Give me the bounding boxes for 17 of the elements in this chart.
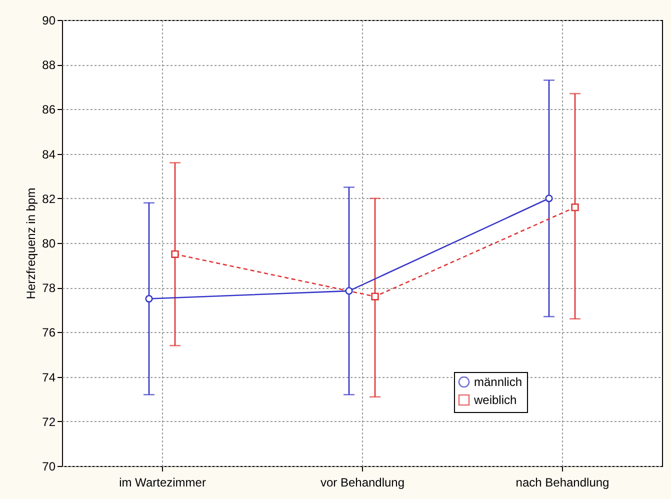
y-tick-label: 88	[42, 58, 56, 72]
y-tick-label: 70	[42, 460, 56, 474]
y-tick-label: 76	[42, 326, 56, 340]
y-tick-label: 84	[42, 147, 56, 162]
x-tick-label: im Wartezimmer	[119, 476, 206, 490]
x-tick-label: vor Behandlung	[320, 476, 405, 490]
y-tick-label: 82	[42, 192, 56, 206]
y-axis-title: Herzfrequenz in bpm	[24, 188, 38, 300]
y-tick-label: 74	[42, 370, 56, 384]
legend-label: weiblich	[473, 393, 517, 407]
y-tick-label: 86	[42, 102, 56, 117]
y-tick-label: 72	[42, 414, 56, 429]
legend-label: männlich	[474, 375, 522, 389]
y-tick-label: 78	[42, 281, 56, 296]
x-tick-label: nach Behandlung	[516, 476, 610, 490]
y-tick-label: 90	[42, 14, 56, 28]
y-tick-label: 80	[42, 236, 56, 250]
